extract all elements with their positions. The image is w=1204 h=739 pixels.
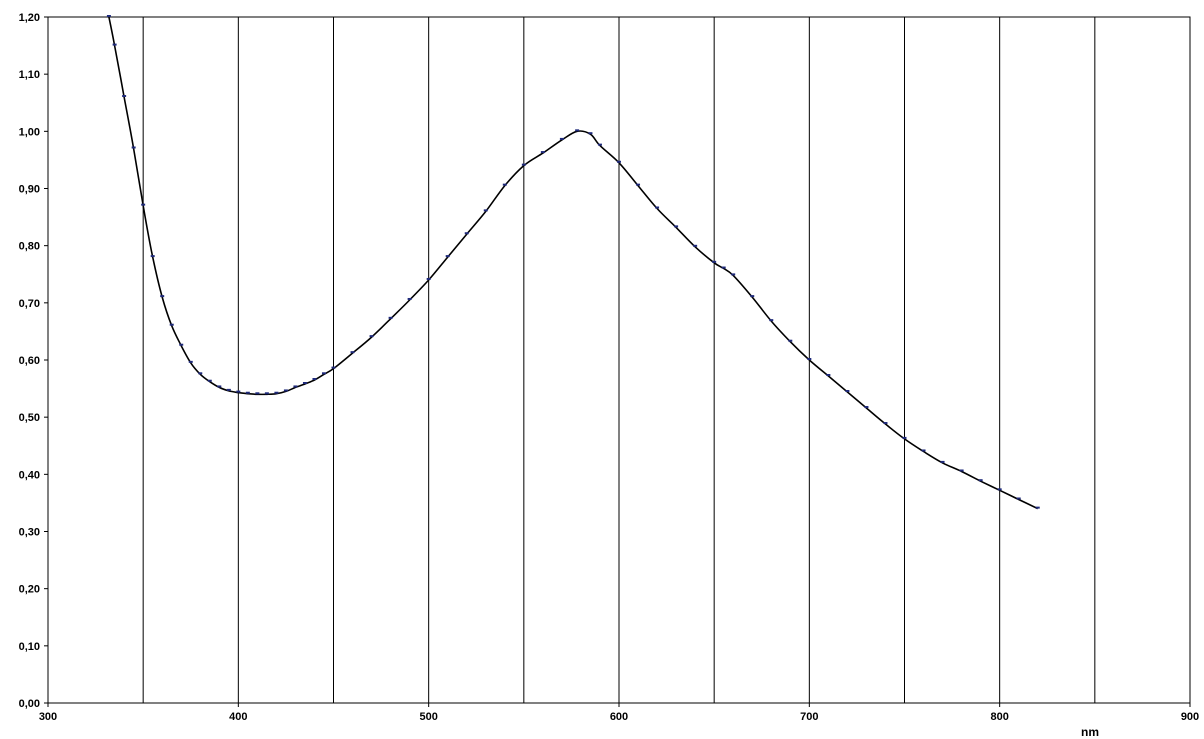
series-line-0 (108, 16, 1039, 510)
y-tick-label: 0,90 (19, 184, 40, 196)
y-tick-label: 0,70 (19, 298, 40, 310)
y-tick-label: 0,50 (19, 412, 40, 424)
y-tick-label: 0,60 (19, 355, 40, 367)
x-tick-label: 500 (419, 711, 437, 723)
y-tick-label: 0,10 (19, 641, 40, 653)
x-axis-unit-label: nm (1081, 725, 1099, 739)
y-tick-label: 1,20 (19, 12, 40, 24)
y-tick-label: 0,20 (19, 584, 40, 596)
y-tick-label: 0,00 (19, 698, 40, 710)
x-tick-label: 300 (39, 711, 57, 723)
axes (44, 16, 1191, 707)
x-tick-label: 600 (610, 711, 628, 723)
x-tick-label: 700 (800, 711, 818, 723)
x-tick-label: 800 (990, 711, 1008, 723)
y-tick-labels: 0,00 0,10 0,20 0,30 0,40 0,50 0,60 0,70 0,80 0,90… (19, 12, 40, 710)
y-tick-label: 0,80 (19, 241, 40, 253)
x-tick-labels: 300 400 500 600 700 800 900 (39, 711, 1199, 723)
x-tick-label: 900 (1181, 711, 1199, 723)
y-tick-label: 1,00 (19, 126, 40, 138)
y-tick-label: 1,10 (19, 69, 40, 81)
y-tick-label: 0,30 (19, 527, 40, 539)
y-tick-label: 0,40 (19, 469, 40, 481)
vertical-gridlines (142, 17, 1096, 703)
series-group (106, 15, 1040, 510)
x-tick-label: 400 (229, 711, 247, 723)
